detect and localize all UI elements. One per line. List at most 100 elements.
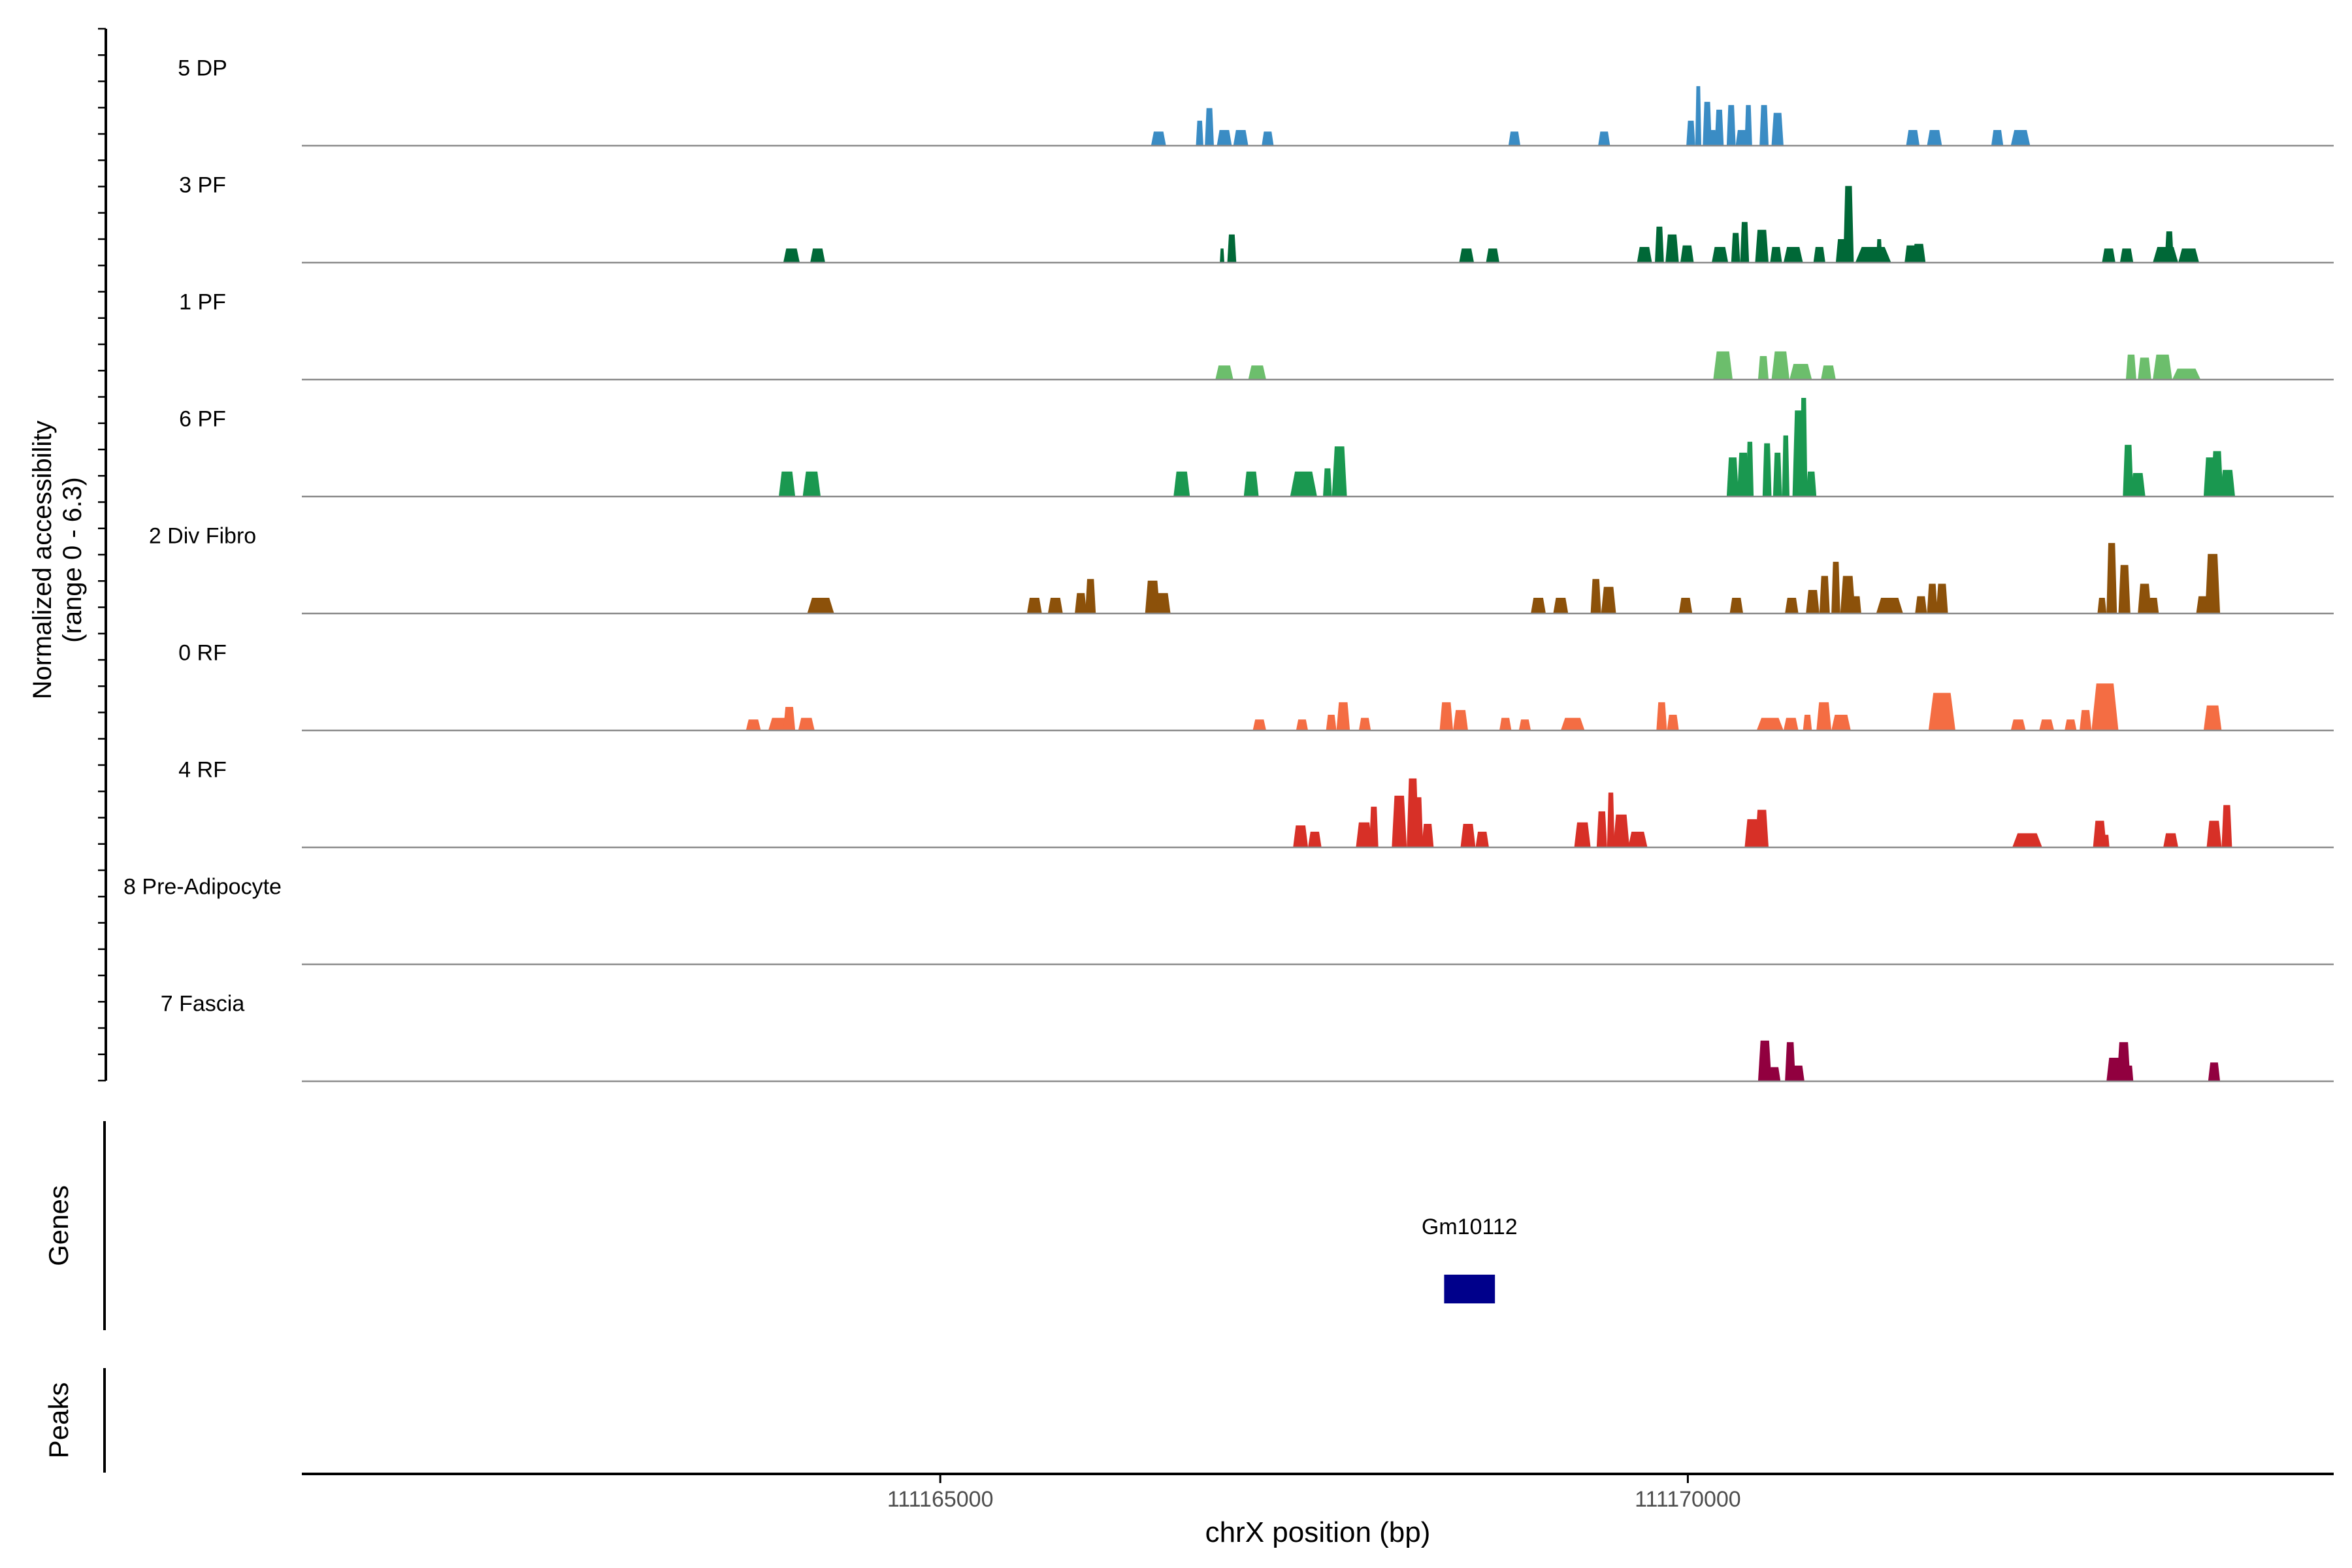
- coverage-peak: [2153, 354, 2172, 380]
- coverage-peak: [1590, 579, 1601, 613]
- coverage-peak: [1991, 130, 2004, 146]
- coverage-peak: [1852, 596, 1861, 613]
- coverage-peak: [2220, 470, 2235, 497]
- coverage-peak: [1243, 471, 1259, 497]
- coverage-peak: [1596, 811, 1607, 847]
- coverage-peak: [1713, 351, 1733, 380]
- track-label: 3 PF: [179, 173, 226, 198]
- coverage-peak: [1627, 832, 1648, 847]
- y-axis-title-line1: Normalized accessibility: [28, 421, 57, 700]
- coverage-peak: [1757, 1040, 1772, 1081]
- coverage-peak: [1459, 248, 1475, 263]
- coverage-peak: [1248, 365, 1266, 380]
- coverage-peak: [2130, 473, 2146, 497]
- coverage-peak: [1731, 233, 1740, 263]
- coverage-peak: [779, 471, 796, 497]
- coverage-peak: [1475, 832, 1489, 847]
- coverage-peak: [1665, 234, 1679, 263]
- coverage-peak: [1499, 717, 1512, 730]
- coverage-peak: [1518, 719, 1531, 730]
- x-axis-title: chrX position (bp): [1205, 1516, 1431, 1548]
- coverage-peak: [1927, 130, 1942, 146]
- coverage-peak: [2138, 583, 2151, 613]
- coverage-peak: [2039, 719, 2055, 730]
- coverage-peak: [2080, 710, 2092, 730]
- coverage-peak: [2097, 598, 2107, 613]
- coverage-peak: [1173, 471, 1190, 497]
- coverage-peak: [2163, 833, 2178, 847]
- coverage-peak: [1855, 247, 1891, 263]
- coverage-peak: [1686, 120, 1695, 146]
- coverage-peak: [2125, 1066, 2134, 1081]
- coverage-peak: [1026, 598, 1042, 613]
- coverage-peak: [1876, 239, 1882, 263]
- coverage-peak: [1085, 579, 1096, 613]
- coverage-peak: [1704, 130, 1718, 146]
- coverage-peak: [1785, 598, 1799, 613]
- track-2: 3 PF: [179, 173, 2334, 264]
- coverage-peak: [1771, 351, 1789, 380]
- coverage-peak: [2012, 833, 2042, 847]
- coverage-peak: [1816, 702, 1832, 730]
- coverage-peak: [1769, 1067, 1781, 1081]
- coverage-peak: [2221, 805, 2232, 847]
- coverage-peak: [1667, 715, 1679, 730]
- coverage-peak: [1323, 468, 1332, 497]
- coverage-peak: [2010, 130, 2031, 146]
- coverage-peak: [2203, 705, 2222, 730]
- coverage-tracks: 5 DP 3 PF 1 PF 6 PF 2 Div Fibro 0 RF 4 RF 8 Pre…: [123, 56, 2334, 1083]
- track-label: 4 RF: [178, 758, 227, 783]
- coverage-peak: [2211, 451, 2223, 497]
- coverage-peak: [1217, 130, 1232, 146]
- coverage-peak: [1656, 702, 1667, 730]
- track-label: 7 Fascia: [161, 992, 245, 1017]
- coverage-peak: [1678, 598, 1693, 613]
- coverage-peak: [802, 471, 821, 497]
- coverage-peak: [1531, 598, 1546, 613]
- coverage-peak: [1771, 112, 1784, 146]
- coverage-peak: [1227, 234, 1237, 263]
- coverage-peak: [1806, 590, 1820, 613]
- coverage-peak: [1453, 710, 1468, 730]
- gene-label: Gm10112: [1422, 1215, 1518, 1239]
- track-9: 7 Fascia: [161, 992, 2334, 1083]
- coverage-peak: [1789, 364, 1812, 380]
- coverage-peak: [1233, 130, 1249, 146]
- coverage-peak: [1145, 580, 1160, 613]
- coverage-peak: [1746, 442, 1754, 497]
- coverage-peak: [783, 248, 800, 263]
- coverage-peak: [1744, 105, 1752, 146]
- coverage-peak: [1927, 583, 1938, 613]
- coverage-peak: [2010, 719, 2026, 730]
- coverage-peak: [1508, 131, 1521, 146]
- coverage-peak: [1196, 120, 1203, 146]
- coverage-peak: [1655, 226, 1664, 263]
- coverage-peak: [1813, 247, 1825, 263]
- coverage-peak: [1912, 244, 1926, 263]
- track-label: 8 Pre-Adipocyte: [123, 875, 282, 900]
- track-6: 0 RF: [178, 641, 2334, 732]
- coverage-peak: [1831, 561, 1840, 613]
- coverage-peak: [1293, 825, 1309, 847]
- coverage-peak: [1262, 131, 1274, 146]
- coverage-peak: [1806, 471, 1817, 497]
- coverage-peak: [1783, 717, 1799, 730]
- coverage-peak: [1740, 221, 1750, 263]
- coverage-peak: [1783, 247, 1803, 263]
- coverage-peak: [1439, 702, 1454, 730]
- coverage-peak: [1800, 398, 1808, 497]
- x-axis-ticks: 111165000 111170000: [887, 1474, 1741, 1512]
- track-1: 5 DP: [178, 56, 2334, 147]
- coverage-peak: [1757, 356, 1769, 380]
- coverage-peak: [1680, 245, 1694, 263]
- coverage-peak: [1460, 824, 1476, 847]
- coverage-peak: [1607, 792, 1615, 847]
- coverage-peak: [2138, 357, 2151, 380]
- coverage-peak: [1735, 130, 1748, 146]
- coverage-peak: [1296, 719, 1309, 730]
- coverage-peak: [1560, 717, 1585, 730]
- coverage-peak: [1392, 795, 1407, 847]
- coverage-peak: [2148, 598, 2159, 613]
- coverage-peak: [1770, 247, 1782, 263]
